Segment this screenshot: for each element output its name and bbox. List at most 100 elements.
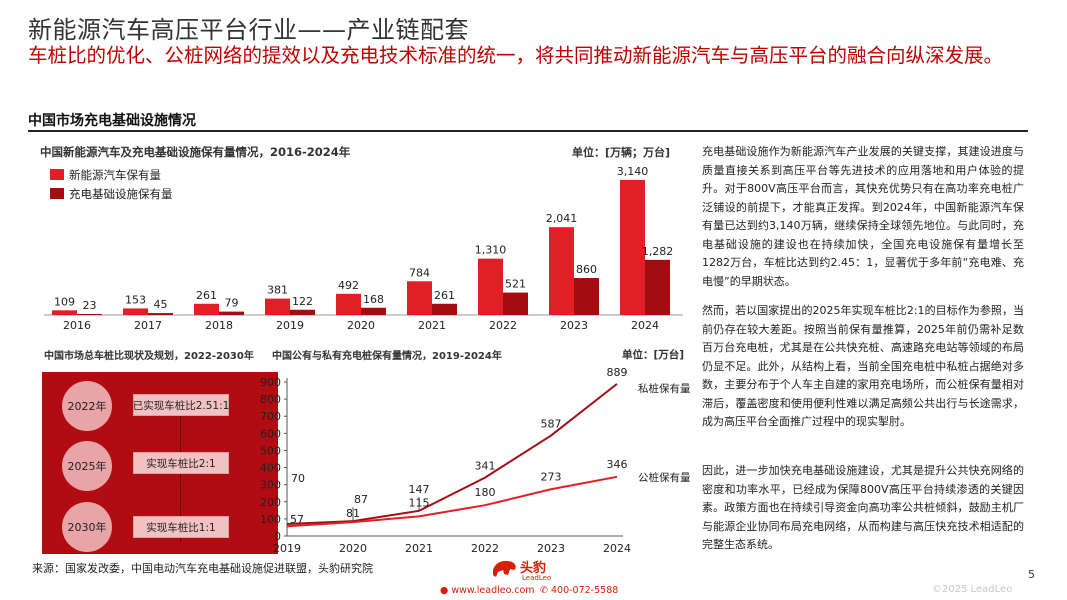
plan-text-2030: 实现车桩比1:1	[133, 516, 229, 538]
phone-icon: ✆	[540, 585, 551, 596]
bar-value-label: 122	[292, 295, 313, 308]
chart3-unit: 单位：[万台]	[622, 349, 685, 361]
x-tick-label: 2021	[418, 319, 446, 332]
chart2-title: 中国市场总车桩比现状及规划，2022-2030年	[44, 351, 254, 362]
page-subtitle: 车桩比的优化、公桩网络的提效以及充电技术标准的统一，将共同推动新能源汽车与高压平…	[28, 44, 1004, 67]
website-link[interactable]: ● www.leadleo.com	[440, 585, 535, 596]
bar-value-label: 109	[54, 295, 75, 308]
y-tick-label: 600	[260, 427, 281, 440]
logo-subtext: LeadLeo	[522, 574, 552, 582]
bar-charger-2019	[290, 309, 315, 315]
x-tick-label: 2023	[537, 542, 565, 555]
y-tick-label: 100	[260, 513, 281, 526]
y-tick-label: 0	[274, 530, 281, 543]
bar-value-label: 153	[125, 293, 146, 306]
page-title: 新能源汽车高压平台行业——产业链配套	[28, 16, 469, 44]
legend-item-ev: 新能源汽车保有量	[50, 167, 161, 183]
bar-value-label: 492	[338, 279, 359, 292]
bar-ev-2018	[194, 303, 219, 315]
bar-ev-2022	[478, 258, 503, 315]
public-series-label: 公桩保有量	[638, 472, 691, 484]
bar-chart: 109 23 2016 153 45 2017 261 79 2018 381 122 2019 492…	[44, 165, 683, 332]
bar-value-label: 79	[225, 297, 239, 310]
bar-ev-2020	[336, 293, 361, 315]
public-value-label: 57	[290, 513, 304, 526]
plan-year-2030: 2030年	[62, 502, 112, 552]
logo-text: 头豹	[520, 561, 547, 576]
paragraph-3: 因此，进一步加快充电基础设施建设，尤其是提升公共快充网络的密度和功率水平，已经成…	[702, 464, 1024, 551]
bar-value-label: 23	[83, 299, 97, 312]
x-tick-label: 2017	[134, 319, 162, 332]
bar-charger-2023	[574, 277, 599, 315]
phone-text: 400-072-5588	[550, 585, 619, 596]
page-number: 5	[1028, 568, 1035, 581]
globe-icon: ●	[440, 585, 452, 596]
chart1-title: 中国新能源汽车及充电基础设施保有量情况，2016-2024年	[40, 145, 351, 159]
bar-ev-2019	[265, 298, 290, 315]
x-tick-label: 2020	[347, 319, 375, 332]
x-tick-label: 2023	[560, 319, 588, 332]
x-tick-label: 2024	[631, 319, 659, 332]
y-tick-label: 500	[260, 444, 281, 457]
public-value-label: 81	[346, 507, 360, 520]
bar-value-label: 3,140	[617, 165, 649, 178]
plan-text-2022: 已实现车桩比2.51:1	[133, 394, 229, 416]
bar-ev-2023	[549, 227, 574, 315]
x-tick-label: 2022	[471, 542, 499, 555]
x-tick-label: 2021	[405, 542, 433, 555]
x-tick-label: 2022	[489, 319, 517, 332]
y-tick-label: 800	[260, 393, 281, 406]
bar-charger-2022	[503, 292, 528, 315]
bar-ev-2017	[123, 308, 148, 315]
public-value-label: 273	[541, 470, 562, 483]
private-value-label: 341	[475, 460, 496, 473]
bar-value-label: 2,041	[546, 212, 578, 225]
bar-value-label: 1,310	[475, 244, 507, 257]
bar-charger-2018	[219, 311, 244, 315]
section-title: 中国市场充电基础设施情况	[28, 113, 196, 129]
private-value-label: 889	[607, 366, 628, 379]
private-series-label: 私桩保有量	[638, 383, 691, 395]
paragraph-1: 充电基础设施作为新能源汽车产业发展的关键支撑，其建设进度与质量直接关系到高压平台…	[702, 145, 1024, 288]
legend-label-ev: 新能源汽车保有量	[69, 168, 161, 182]
y-tick-label: 900	[260, 376, 281, 389]
x-tick-label: 2016	[63, 319, 91, 332]
plan-year-2022: 2022年	[62, 381, 112, 431]
x-tick-label: 2019	[273, 542, 301, 555]
legend-label-charger: 充电基础设施保有量	[69, 187, 173, 201]
y-tick-label: 200	[260, 496, 281, 509]
private-value-label: 87	[354, 493, 368, 506]
plan-year-2025: 2025年	[62, 441, 112, 491]
phone-link[interactable]: ✆ 400-072-5588	[540, 585, 618, 596]
source-note: 来源：国家发改委，中国电动汽车充电基础设施促进联盟，头豹研究院	[32, 562, 373, 575]
public-line	[286, 475, 618, 528]
website-text: www.leadleo.com	[451, 585, 535, 596]
bar-charger-2021	[432, 303, 457, 315]
bar-value-label: 860	[576, 263, 597, 276]
public-value-label: 115	[409, 496, 430, 509]
copyright: ©2025 LeadLeo	[932, 584, 1013, 595]
chart1-unit: 单位：[万辆；万台]	[572, 146, 671, 159]
bar-value-label: 168	[363, 293, 384, 306]
bar-charger-2016	[77, 314, 102, 315]
x-tick-label: 2020	[339, 542, 367, 555]
bar-value-label: 784	[409, 266, 430, 279]
private-value-label: 587	[541, 418, 562, 431]
bar-ev-2024	[620, 179, 645, 315]
x-tick-label: 2024	[603, 542, 631, 555]
bar-value-label: 1,282	[642, 245, 674, 258]
private-line	[286, 383, 618, 526]
y-tick-label: 700	[260, 410, 281, 423]
chart3-title: 中国公有与私有充电桩保有量情况，2019-2024年	[272, 351, 502, 362]
bar-charger-2020	[361, 307, 386, 315]
public-value-label: 346	[607, 458, 628, 471]
x-tick-label: 2019	[276, 319, 304, 332]
public-value-label: 180	[475, 486, 496, 499]
bar-value-label: 261	[434, 289, 455, 302]
bar-charger-2017	[148, 313, 173, 315]
bar-value-label: 381	[267, 284, 288, 297]
bar-ev-2016	[52, 310, 77, 315]
y-tick-label: 400	[260, 462, 281, 475]
leopard-logo-icon	[493, 560, 516, 577]
bar-value-label: 261	[196, 289, 217, 302]
